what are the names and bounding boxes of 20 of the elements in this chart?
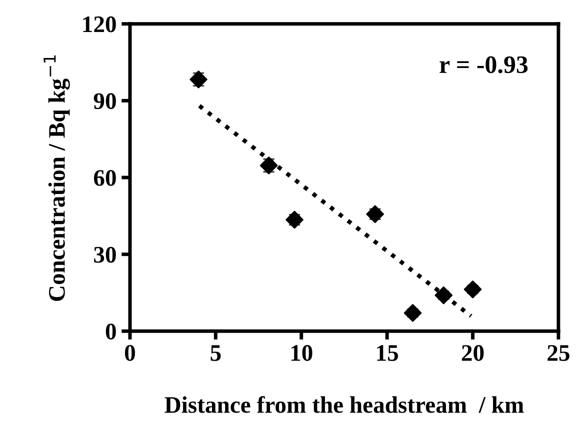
- y-tick-label: 60: [94, 170, 116, 186]
- y-tick-label: 90: [94, 93, 116, 110]
- x-tick-label: 0: [124, 345, 135, 361]
- point: [464, 280, 482, 298]
- x-tick-label: 25: [548, 345, 570, 361]
- x-tick-label: 10: [291, 345, 312, 361]
- point: [286, 210, 304, 229]
- y-tick-label: 30: [94, 246, 116, 263]
- x-tick-label: 20: [462, 345, 484, 361]
- x-tick-label: 5: [210, 345, 221, 361]
- y-axis-title: Concentration / Bq kg$^{−1}$: [44, 55, 70, 301]
- x-axis-title: Distance from the headstream / km: [164, 396, 524, 413]
- y-tick-label: 120: [83, 16, 116, 32]
- point: [404, 304, 422, 322]
- point: [434, 286, 453, 304]
- x-tick-label: 15: [377, 345, 398, 361]
- y-tick-label: 0: [106, 324, 116, 340]
- annotation: r = -0.93: [440, 56, 528, 74]
- point: [366, 205, 384, 224]
- point: [260, 156, 278, 174]
